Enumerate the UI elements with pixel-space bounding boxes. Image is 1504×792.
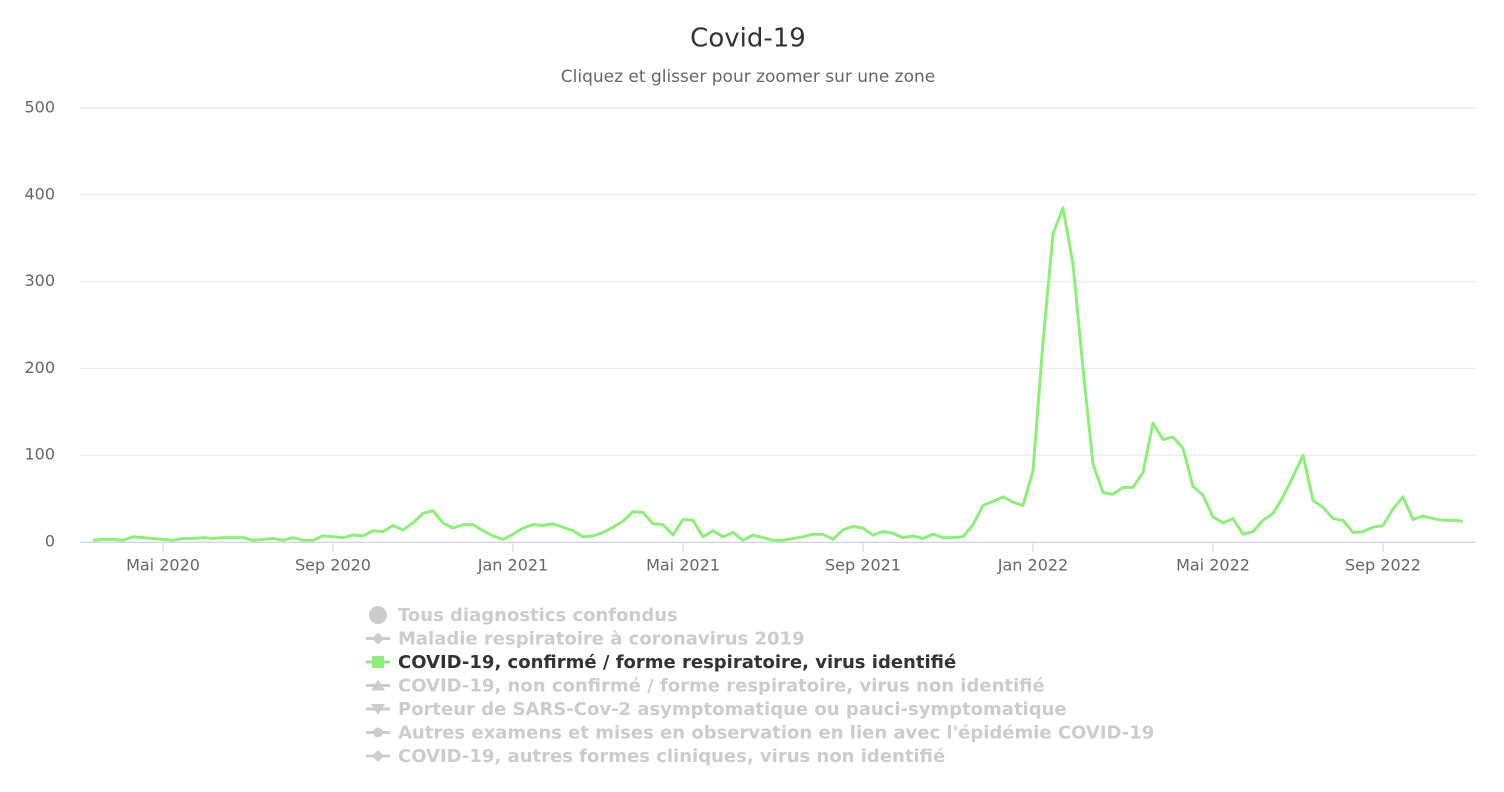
y-tick-label: 200 bbox=[24, 358, 55, 377]
y-tick-label: 500 bbox=[24, 98, 55, 117]
legend-item[interactable]: Autres examens et mises en observation e… bbox=[366, 723, 1154, 744]
x-tick-label: Jan 2022 bbox=[997, 556, 1068, 575]
legend-marker bbox=[371, 704, 385, 715]
y-tick-label: 400 bbox=[24, 184, 55, 203]
legend-label: Autres examens et mises en observation e… bbox=[398, 723, 1154, 744]
y-tick-label: 100 bbox=[24, 445, 55, 464]
legend-label: COVID-19, autres formes cliniques, virus… bbox=[398, 746, 945, 767]
legend-label: COVID-19, confirmé / forme respiratoire,… bbox=[398, 652, 956, 673]
x-tick-label: Sep 2020 bbox=[295, 556, 371, 575]
series-line bbox=[92, 206, 1464, 542]
legend-item[interactable]: Maladie respiratoire à coronavirus 2019 bbox=[366, 629, 805, 650]
y-tick-label: 0 bbox=[45, 532, 55, 551]
x-tick-label: Mai 2022 bbox=[1176, 556, 1250, 575]
legend-label: Maladie respiratoire à coronavirus 2019 bbox=[398, 629, 805, 650]
legend-label: COVID-19, non confirmé / forme respirato… bbox=[398, 676, 1045, 697]
x-tick-label: Jan 2021 bbox=[477, 556, 548, 575]
legend-item[interactable]: COVID-19, non confirmé / forme respirato… bbox=[366, 676, 1045, 697]
legend-item[interactable]: Tous diagnostics confondus bbox=[369, 605, 678, 626]
x-tick-label: Sep 2022 bbox=[1345, 556, 1421, 575]
legend-item[interactable]: Porteur de SARS-Cov-2 asymptomatique ou … bbox=[366, 699, 1067, 720]
legend-marker bbox=[369, 606, 387, 624]
legend-marker bbox=[372, 750, 384, 762]
legend-marker bbox=[373, 727, 383, 738]
legend-label: Porteur de SARS-Cov-2 asymptomatique ou … bbox=[398, 699, 1067, 720]
x-tick-label: Sep 2021 bbox=[825, 556, 901, 575]
y-tick-label: 300 bbox=[24, 271, 55, 290]
chart-subtitle: Cliquez et glisser pour zoomer sur une z… bbox=[561, 67, 936, 87]
legend-item[interactable]: COVID-19, autres formes cliniques, virus… bbox=[366, 746, 945, 767]
x-tick-label: Mai 2021 bbox=[646, 556, 720, 575]
chart-title: Covid-19 bbox=[690, 24, 806, 54]
x-tick-label: Mai 2020 bbox=[126, 556, 200, 575]
legend-item[interactable]: COVID-19, confirmé / forme respiratoire,… bbox=[366, 652, 956, 673]
legend-marker bbox=[371, 679, 385, 691]
legend-marker bbox=[372, 632, 384, 645]
legend-label: Tous diagnostics confondus bbox=[398, 605, 678, 626]
legend-marker bbox=[372, 656, 384, 668]
